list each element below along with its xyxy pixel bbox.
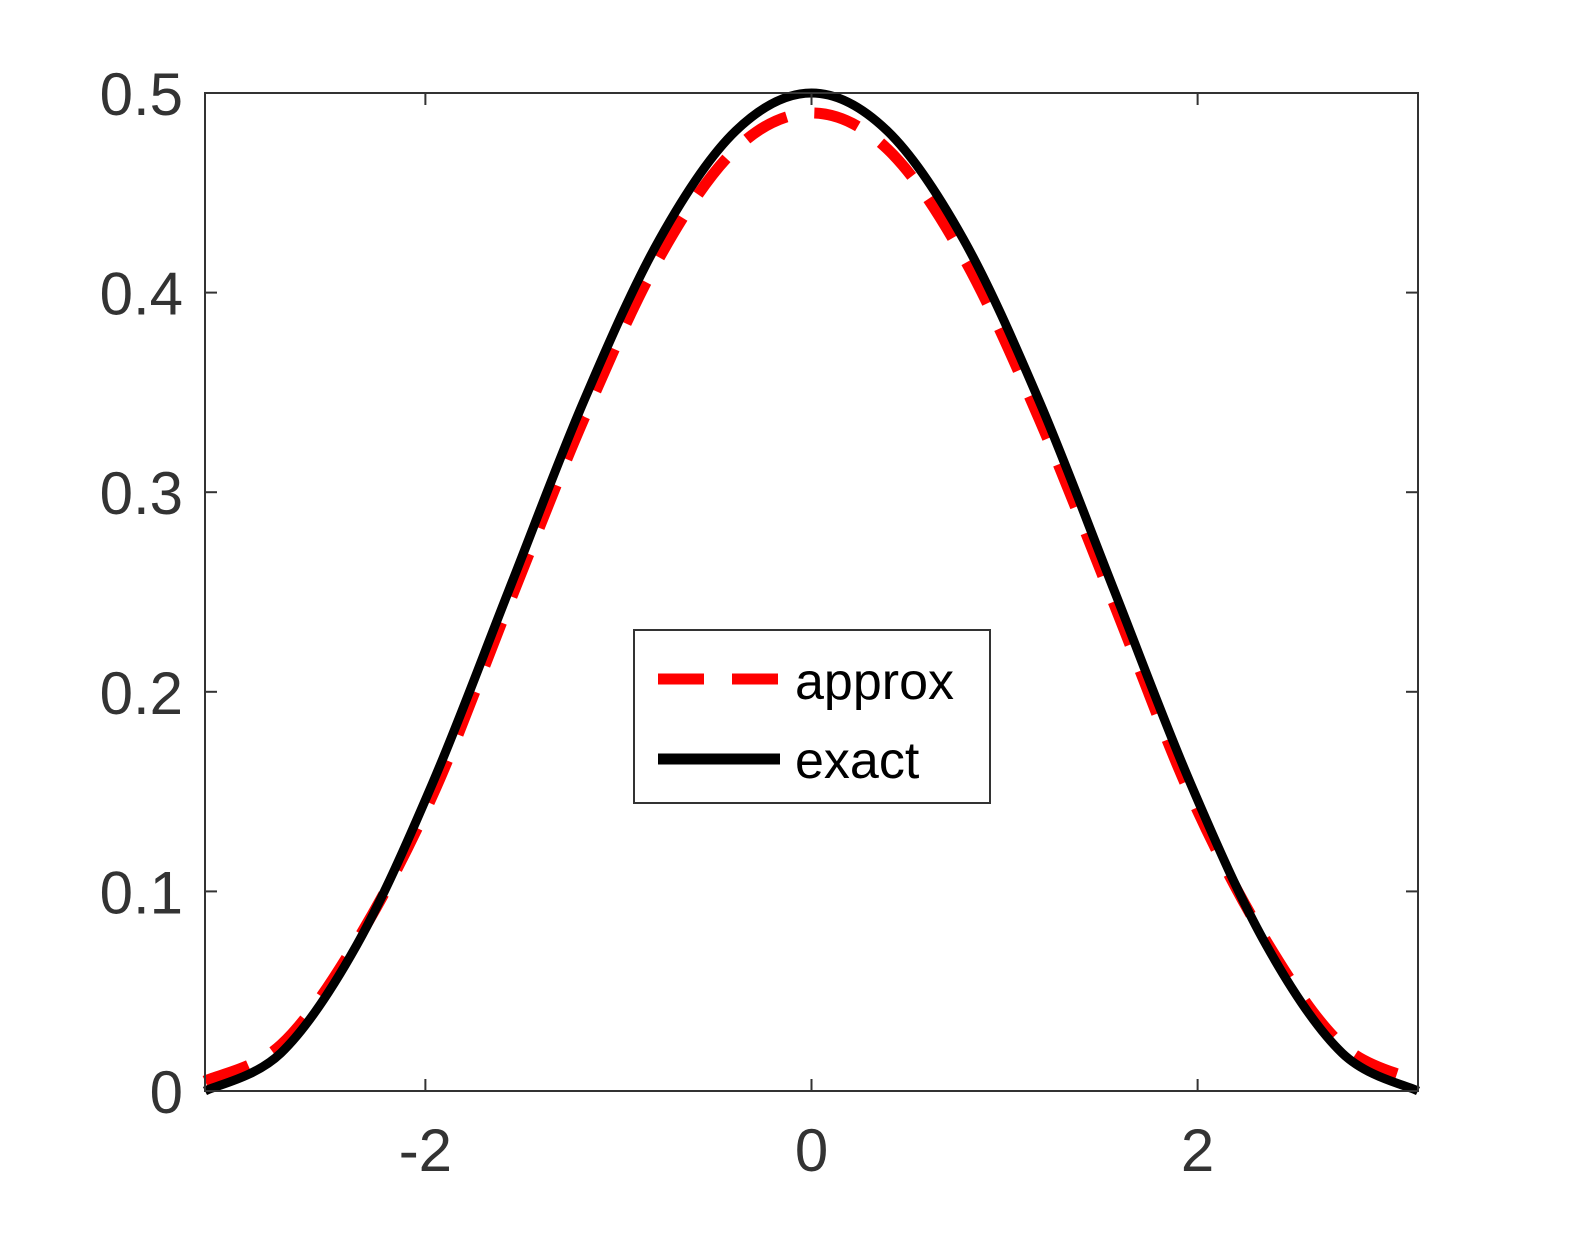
- x-tick-label: 0: [795, 1117, 828, 1184]
- y-tick-label: 0: [150, 1059, 183, 1126]
- x-tick-label: -2: [399, 1117, 452, 1184]
- x-tick-label: 2: [1181, 1117, 1214, 1184]
- legend-label-approx: approx: [795, 653, 954, 711]
- y-tick-label: 0.1: [100, 859, 183, 926]
- legend: approx exact: [634, 630, 990, 803]
- legend-label-exact: exact: [795, 732, 920, 790]
- y-tick-label: 0.4: [100, 261, 183, 328]
- y-tick-label: 0.5: [100, 61, 183, 128]
- y-tick-label: 0.3: [100, 460, 183, 527]
- plot-background: [205, 93, 1418, 1091]
- y-tick-label: 0.2: [100, 660, 183, 727]
